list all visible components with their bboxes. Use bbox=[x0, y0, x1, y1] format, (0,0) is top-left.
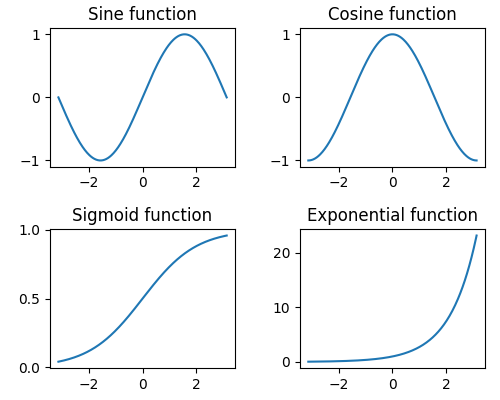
Title: Sigmoid function: Sigmoid function bbox=[72, 207, 212, 225]
Title: Sine function: Sine function bbox=[88, 6, 197, 24]
Title: Cosine function: Cosine function bbox=[328, 6, 457, 24]
Title: Exponential function: Exponential function bbox=[307, 207, 478, 225]
